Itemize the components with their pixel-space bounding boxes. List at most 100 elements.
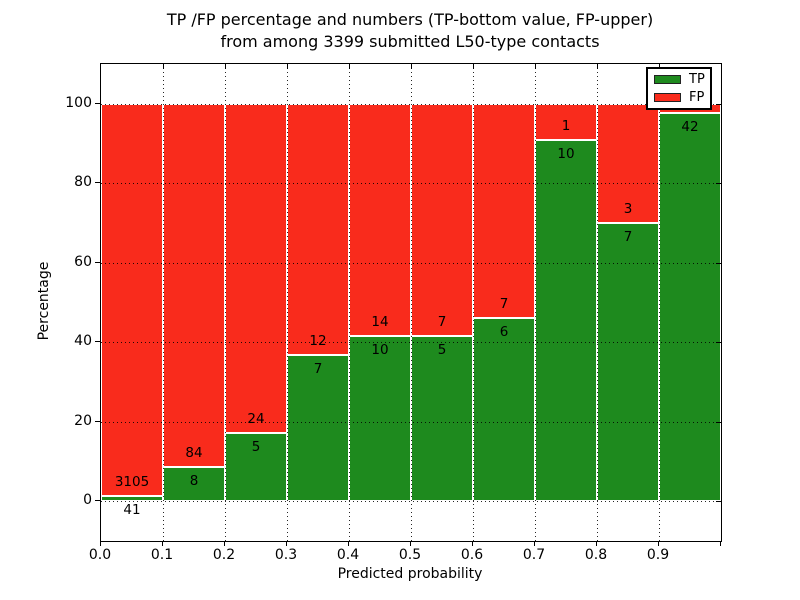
gridline-x-6: [473, 64, 474, 541]
y-tick-label-40: 40: [74, 333, 92, 350]
bottom-tick-4: [348, 541, 349, 546]
bar-segment-fp-3: [287, 103, 349, 355]
legend-label-fp: FP: [689, 90, 705, 106]
bar-label-tp-5: 5: [437, 341, 447, 358]
left-tick-40: [95, 341, 100, 343]
bar-label-fp-8: 3: [623, 201, 633, 217]
x-tick-label-9: 0.9: [646, 547, 670, 563]
bottom-tick-7: [534, 541, 535, 546]
left-tick-20: [95, 420, 100, 422]
bottom-tick-1: [162, 541, 163, 546]
x-tick-label-0: 0.0: [88, 547, 112, 563]
right-tick-100: [716, 103, 721, 105]
right-tick-60: [716, 262, 721, 264]
bar-label-fp-4: 14: [371, 313, 389, 330]
gridline-x-8: [597, 64, 598, 541]
bar-label-tp-0: 41: [123, 502, 141, 519]
bar-label-tp-9: 42: [681, 119, 699, 135]
chart-title-line2: from among 3399 submitted L50-type conta…: [220, 32, 600, 51]
bottom-tick-6: [472, 541, 473, 546]
bar-segment-tp-4: [349, 335, 411, 502]
top-tick-3: [287, 64, 288, 69]
bar-label-tp-3: 7: [313, 360, 323, 377]
x-tick-label-2: 0.2: [212, 547, 236, 563]
bar-segment-tp-3: [287, 354, 349, 502]
bar-segment-tp-8: [597, 223, 659, 502]
chart-title: TP /FP percentage and numbers (TP-bottom…: [0, 9, 800, 53]
bar-segment-tp-9: [659, 113, 721, 502]
bottom-tick-0: [100, 541, 101, 546]
right-tick-20: [716, 421, 721, 423]
legend: TP FP: [646, 67, 712, 110]
y-tick-label-20: 20: [74, 412, 92, 429]
legend-item-tp: TP: [648, 73, 710, 86]
x-tick-label-6: 0.6: [460, 547, 484, 563]
bottom-tick-5: [410, 541, 411, 546]
top-tick-5: [411, 64, 412, 69]
gridline-x-4: [349, 64, 350, 541]
bar-segment-fp-1: [163, 103, 225, 467]
legend-label-tp: TP: [689, 71, 705, 87]
bar-label-fp-6: 7: [499, 295, 509, 312]
gridline-x-1: [163, 64, 164, 541]
bar-segment-fp-6: [473, 103, 535, 318]
bar-segment-tp-0: [101, 496, 163, 502]
x-tick-label-8: 0.8: [584, 547, 608, 563]
bar-label-fp-0: 3105: [114, 474, 150, 491]
legend-item-fp: FP: [648, 91, 710, 104]
tp-legend-swatch-icon: [654, 74, 681, 84]
bar-label-tp-8: 7: [623, 229, 633, 245]
gridline-x-5: [411, 64, 412, 541]
bar-segment-fp-2: [225, 103, 287, 433]
top-tick-7: [535, 64, 536, 69]
bar-segment-fp-7: [535, 103, 597, 140]
right-tick-0: [716, 501, 721, 503]
bar-label-tp-1: 8: [189, 472, 199, 489]
top-tick-1: [163, 64, 164, 69]
left-tick-60: [95, 261, 100, 263]
right-tick-80: [716, 183, 721, 185]
top-tick-6: [473, 64, 474, 69]
fp-legend-swatch-icon: [654, 93, 681, 103]
y-axis-label: Percentage: [36, 261, 52, 341]
y-tick-label-80: 80: [74, 174, 92, 191]
bar-label-fp-5: 7: [437, 313, 447, 330]
bottom-tick-2: [224, 541, 225, 546]
bar-segment-tp-1: [163, 466, 225, 502]
x-tick-label-5: 0.5: [398, 547, 422, 563]
bar-segment-tp-5: [411, 335, 473, 502]
left-tick-100: [95, 102, 100, 104]
bar-label-fp-2: 24: [247, 410, 265, 427]
bottom-tick-8: [596, 541, 597, 546]
bottom-tick-3: [286, 541, 287, 546]
left-tick-0: [95, 500, 100, 502]
chart-title-line1: TP /FP percentage and numbers (TP-bottom…: [166, 10, 654, 29]
bar-label-tp-4: 10: [371, 341, 389, 358]
bar-label-fp-1: 84: [185, 444, 203, 461]
bar-label-tp-2: 5: [251, 438, 261, 455]
x-axis-label: Predicted probability: [337, 566, 483, 582]
gridline-x-9: [659, 64, 660, 541]
plot-area: 3105 41 84 8 24 5 12 7 14 10 7 5 7 6 1 10 3 7 42: [100, 63, 722, 542]
gridline-x-2: [225, 64, 226, 541]
bar-segment-tp-7: [535, 139, 597, 502]
bar-label-fp-3: 12: [309, 332, 327, 349]
top-tick-8: [597, 64, 598, 69]
y-tick-label-0: 0: [83, 492, 92, 509]
right-tick-40: [716, 342, 721, 344]
left-tick-80: [95, 182, 100, 184]
bar-segment-fp-0: [101, 103, 163, 497]
top-tick-9: [659, 64, 660, 69]
gridline-x-7: [535, 64, 536, 541]
bar-segment-tp-6: [473, 317, 535, 502]
x-tick-label-7: 0.7: [522, 547, 546, 563]
y-tick-label-100: 100: [65, 94, 92, 111]
bar-label-fp-7: 1: [561, 117, 571, 134]
bottom-tick-10: [720, 541, 721, 546]
bar-label-tp-6: 6: [499, 323, 509, 340]
bar-segment-fp-4: [349, 103, 411, 336]
x-tick-label-1: 0.1: [150, 547, 174, 563]
bar-label-tp-7: 10: [557, 145, 575, 162]
y-tick-label-60: 60: [74, 253, 92, 270]
